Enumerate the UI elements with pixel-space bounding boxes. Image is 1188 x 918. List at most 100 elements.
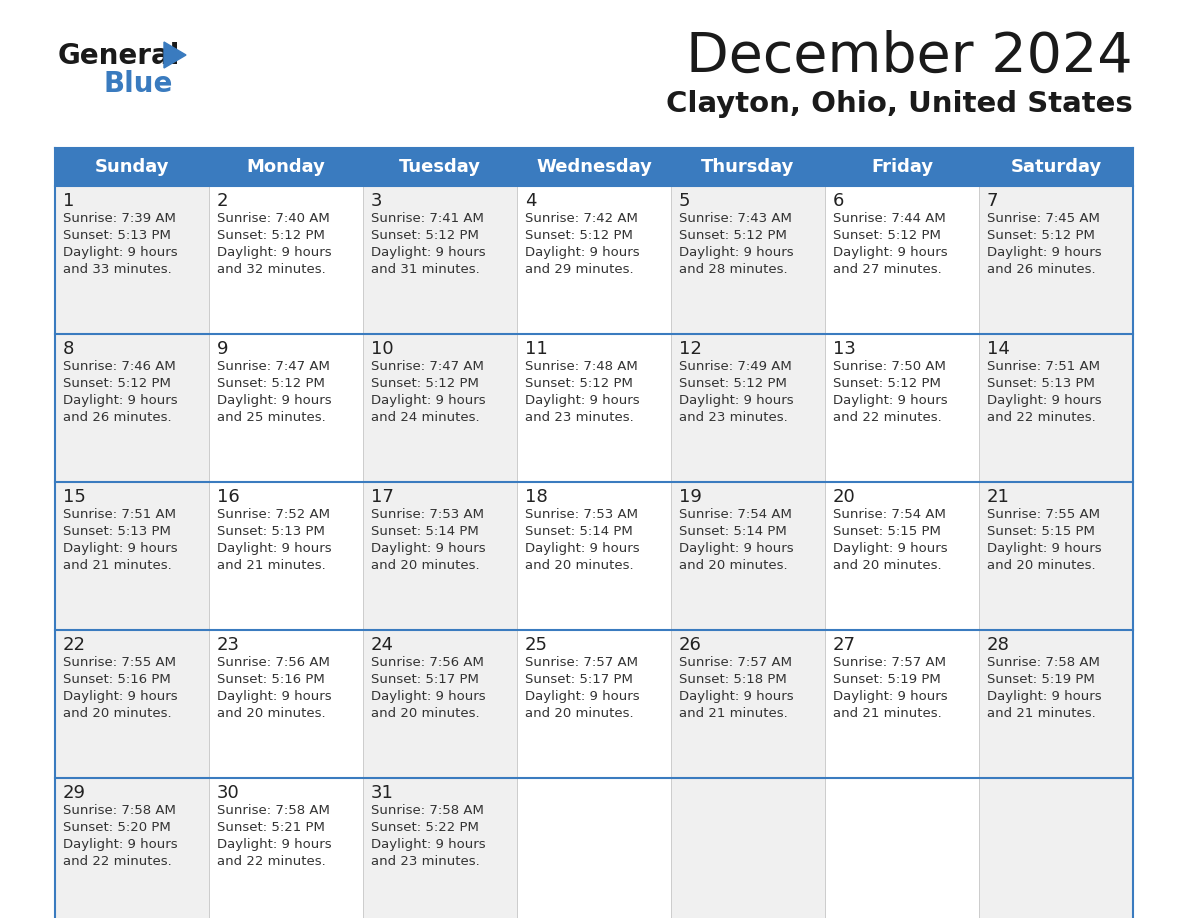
- Text: Sunset: 5:12 PM: Sunset: 5:12 PM: [371, 377, 479, 390]
- Text: Sunrise: 7:45 AM: Sunrise: 7:45 AM: [987, 212, 1100, 225]
- Text: and 31 minutes.: and 31 minutes.: [371, 263, 480, 276]
- Text: Daylight: 9 hours: Daylight: 9 hours: [525, 394, 639, 407]
- Text: Sunrise: 7:58 AM: Sunrise: 7:58 AM: [371, 804, 484, 817]
- Text: 7: 7: [987, 192, 998, 210]
- Text: Daylight: 9 hours: Daylight: 9 hours: [63, 542, 178, 555]
- Text: Sunrise: 7:50 AM: Sunrise: 7:50 AM: [833, 360, 946, 373]
- Text: Daylight: 9 hours: Daylight: 9 hours: [63, 394, 178, 407]
- Text: December 2024: December 2024: [687, 30, 1133, 84]
- Text: Sunset: 5:12 PM: Sunset: 5:12 PM: [525, 377, 633, 390]
- Text: and 20 minutes.: and 20 minutes.: [371, 559, 480, 572]
- Text: 31: 31: [371, 784, 394, 802]
- Bar: [671, 630, 824, 778]
- Text: General: General: [58, 42, 181, 70]
- Text: Daylight: 9 hours: Daylight: 9 hours: [525, 690, 639, 703]
- Text: Daylight: 9 hours: Daylight: 9 hours: [63, 246, 178, 259]
- Text: and 23 minutes.: and 23 minutes.: [371, 855, 480, 868]
- Text: Sunset: 5:12 PM: Sunset: 5:12 PM: [217, 229, 324, 242]
- Text: Daylight: 9 hours: Daylight: 9 hours: [63, 838, 178, 851]
- Text: Sunrise: 7:58 AM: Sunrise: 7:58 AM: [63, 804, 176, 817]
- Text: Sunrise: 7:42 AM: Sunrise: 7:42 AM: [525, 212, 638, 225]
- Bar: [671, 186, 824, 334]
- Text: Sunrise: 7:41 AM: Sunrise: 7:41 AM: [371, 212, 484, 225]
- Text: Daylight: 9 hours: Daylight: 9 hours: [987, 542, 1101, 555]
- Text: Daylight: 9 hours: Daylight: 9 hours: [987, 394, 1101, 407]
- Text: Sunset: 5:14 PM: Sunset: 5:14 PM: [371, 525, 479, 538]
- Text: Sunset: 5:12 PM: Sunset: 5:12 PM: [525, 229, 633, 242]
- Text: 11: 11: [525, 340, 548, 358]
- Text: Daylight: 9 hours: Daylight: 9 hours: [680, 394, 794, 407]
- Text: 23: 23: [217, 636, 240, 654]
- Text: Sunset: 5:12 PM: Sunset: 5:12 PM: [217, 377, 324, 390]
- Text: Sunset: 5:12 PM: Sunset: 5:12 PM: [987, 229, 1095, 242]
- Text: Thursday: Thursday: [701, 158, 795, 176]
- Text: 10: 10: [371, 340, 393, 358]
- Text: Sunrise: 7:44 AM: Sunrise: 7:44 AM: [833, 212, 946, 225]
- Text: and 20 minutes.: and 20 minutes.: [525, 707, 633, 720]
- Bar: [824, 186, 979, 334]
- Text: 2: 2: [217, 192, 228, 210]
- Text: and 22 minutes.: and 22 minutes.: [987, 411, 1095, 424]
- Bar: [55, 148, 1133, 186]
- Text: 15: 15: [63, 488, 86, 506]
- Bar: [824, 482, 979, 630]
- Text: 18: 18: [525, 488, 548, 506]
- Text: Daylight: 9 hours: Daylight: 9 hours: [987, 690, 1101, 703]
- Text: 19: 19: [680, 488, 702, 506]
- Text: Sunset: 5:13 PM: Sunset: 5:13 PM: [63, 229, 171, 242]
- Bar: [364, 482, 517, 630]
- Bar: [824, 334, 979, 482]
- Text: and 24 minutes.: and 24 minutes.: [371, 411, 480, 424]
- Bar: [364, 186, 517, 334]
- Text: 21: 21: [987, 488, 1010, 506]
- Text: Sunset: 5:19 PM: Sunset: 5:19 PM: [987, 673, 1095, 686]
- Bar: [979, 482, 1133, 630]
- Text: Sunset: 5:17 PM: Sunset: 5:17 PM: [525, 673, 633, 686]
- Text: Sunset: 5:19 PM: Sunset: 5:19 PM: [833, 673, 941, 686]
- Text: Daylight: 9 hours: Daylight: 9 hours: [217, 838, 331, 851]
- Bar: [979, 778, 1133, 918]
- Text: 30: 30: [217, 784, 240, 802]
- Text: and 26 minutes.: and 26 minutes.: [63, 411, 171, 424]
- Text: Daylight: 9 hours: Daylight: 9 hours: [371, 246, 486, 259]
- Text: Sunrise: 7:47 AM: Sunrise: 7:47 AM: [217, 360, 330, 373]
- Text: and 33 minutes.: and 33 minutes.: [63, 263, 172, 276]
- Text: Daylight: 9 hours: Daylight: 9 hours: [525, 246, 639, 259]
- Text: Daylight: 9 hours: Daylight: 9 hours: [525, 542, 639, 555]
- Text: Sunset: 5:16 PM: Sunset: 5:16 PM: [217, 673, 324, 686]
- Text: and 21 minutes.: and 21 minutes.: [217, 559, 326, 572]
- Text: Sunset: 5:12 PM: Sunset: 5:12 PM: [833, 229, 941, 242]
- Text: Sunset: 5:15 PM: Sunset: 5:15 PM: [833, 525, 941, 538]
- Text: Friday: Friday: [871, 158, 933, 176]
- Text: 3: 3: [371, 192, 383, 210]
- Bar: [364, 334, 517, 482]
- Bar: [209, 482, 364, 630]
- Text: Daylight: 9 hours: Daylight: 9 hours: [833, 394, 948, 407]
- Text: and 23 minutes.: and 23 minutes.: [680, 411, 788, 424]
- Text: Sunset: 5:12 PM: Sunset: 5:12 PM: [680, 229, 786, 242]
- Text: 14: 14: [987, 340, 1010, 358]
- Text: Sunset: 5:22 PM: Sunset: 5:22 PM: [371, 821, 479, 834]
- Text: Daylight: 9 hours: Daylight: 9 hours: [217, 394, 331, 407]
- Bar: [671, 778, 824, 918]
- Text: Sunrise: 7:51 AM: Sunrise: 7:51 AM: [63, 508, 176, 521]
- Bar: [517, 186, 671, 334]
- Text: and 20 minutes.: and 20 minutes.: [680, 559, 788, 572]
- Text: and 27 minutes.: and 27 minutes.: [833, 263, 942, 276]
- Text: 25: 25: [525, 636, 548, 654]
- Text: and 20 minutes.: and 20 minutes.: [525, 559, 633, 572]
- Text: Sunset: 5:13 PM: Sunset: 5:13 PM: [63, 525, 171, 538]
- Text: Sunset: 5:15 PM: Sunset: 5:15 PM: [987, 525, 1095, 538]
- Bar: [517, 482, 671, 630]
- Text: Sunset: 5:13 PM: Sunset: 5:13 PM: [217, 525, 324, 538]
- Text: Sunrise: 7:52 AM: Sunrise: 7:52 AM: [217, 508, 330, 521]
- Bar: [671, 482, 824, 630]
- Text: Daylight: 9 hours: Daylight: 9 hours: [680, 690, 794, 703]
- Bar: [55, 482, 209, 630]
- Text: 4: 4: [525, 192, 537, 210]
- Text: Daylight: 9 hours: Daylight: 9 hours: [217, 246, 331, 259]
- Text: 6: 6: [833, 192, 845, 210]
- Text: Sunset: 5:21 PM: Sunset: 5:21 PM: [217, 821, 324, 834]
- Text: Daylight: 9 hours: Daylight: 9 hours: [680, 542, 794, 555]
- Text: Sunset: 5:12 PM: Sunset: 5:12 PM: [680, 377, 786, 390]
